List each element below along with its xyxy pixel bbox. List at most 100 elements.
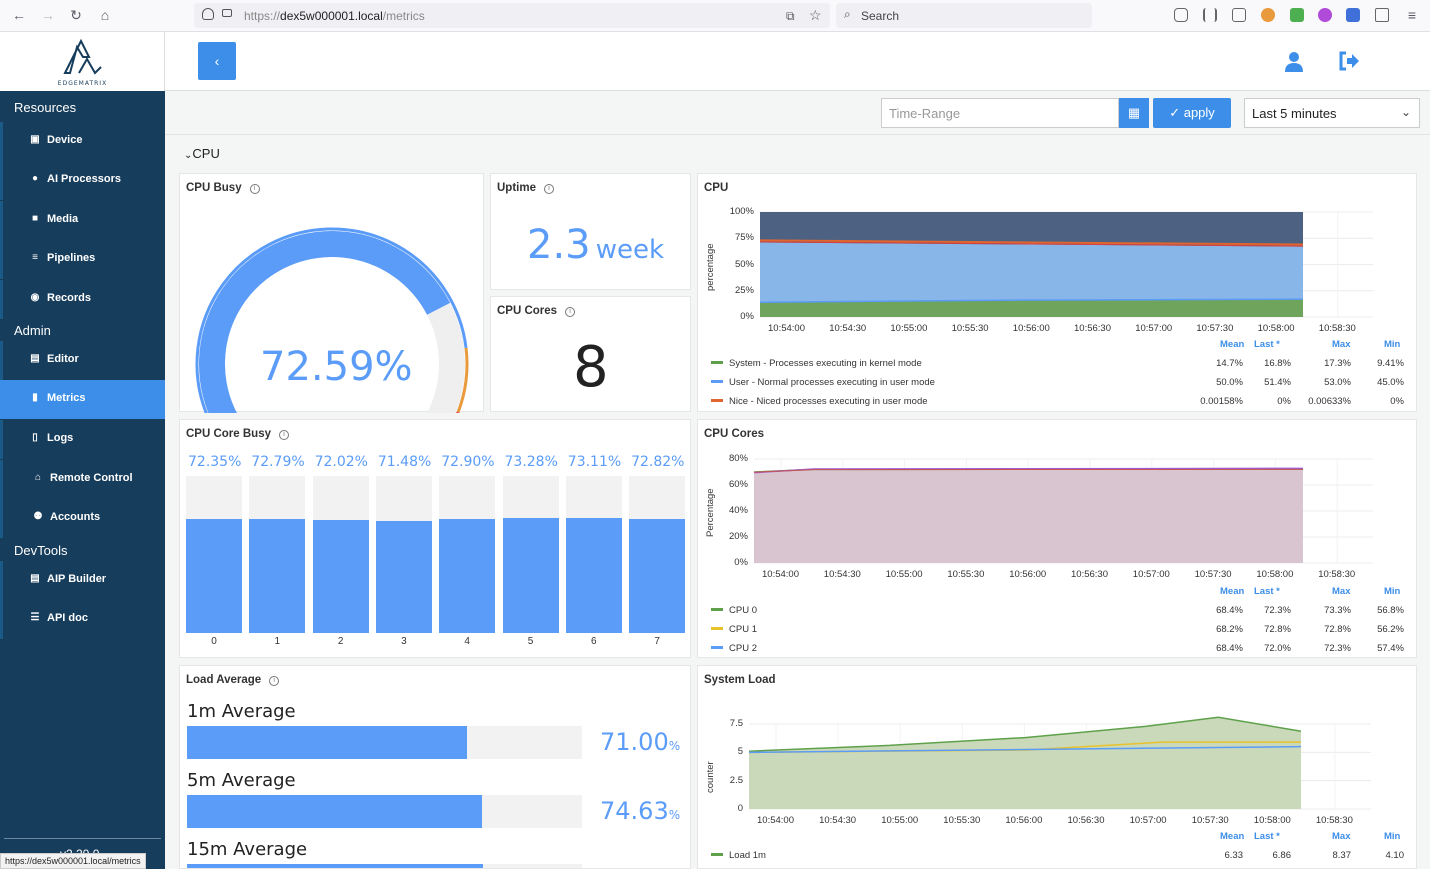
- list-icon: ≡: [32, 252, 38, 263]
- calendar-button[interactable]: ▦: [1119, 98, 1149, 128]
- extension-purple-icon[interactable]: [1318, 8, 1332, 22]
- core-percent-label: 72.79%: [251, 454, 305, 470]
- x-tick-label: 10:54:00: [762, 569, 799, 580]
- time-range-value: Last 5 minutes: [1252, 106, 1337, 121]
- y-axis-label: counter: [705, 760, 716, 793]
- legend-value: 45.0%: [1377, 377, 1404, 388]
- extension-translate-icon[interactable]: [1346, 8, 1360, 22]
- library-icon[interactable]: [1203, 8, 1217, 22]
- series-nice-line: [759, 239, 1304, 246]
- user-icon[interactable]: [1284, 51, 1304, 73]
- legend-name: Nice - Niced processes executing in user…: [729, 396, 928, 407]
- extension-green-icon[interactable]: [1290, 8, 1304, 22]
- legend-value: 72.0%: [1264, 643, 1291, 654]
- load-bar: [187, 726, 468, 759]
- sidebar-item-metrics[interactable]: ▮ Metrics: [0, 380, 165, 419]
- sidebar-toggle-icon[interactable]: [1232, 8, 1246, 22]
- legend-name: CPU 2: [729, 643, 757, 654]
- url-bar[interactable]: https://dex5w000001.local/metrics ⧉ ☆: [194, 3, 830, 28]
- sidebar-item-ai-processors[interactable]: ● AI Processors: [0, 161, 165, 200]
- collapse-sidebar-button[interactable]: ‹: [198, 42, 236, 80]
- info-icon[interactable]: i: [279, 430, 289, 440]
- logout-icon[interactable]: [1338, 51, 1360, 71]
- legend-value: 72.3%: [1324, 643, 1351, 654]
- load-average-label: 5m Average: [187, 770, 296, 791]
- core-percent-label: 71.48%: [377, 454, 432, 470]
- sidebar-item-editor[interactable]: ▤ Editor: [0, 341, 165, 380]
- gauge-threshold-orange: [456, 347, 469, 413]
- info-icon[interactable]: i: [543, 184, 554, 194]
- section-title-devtools: DevTools: [14, 543, 68, 558]
- panel-cpu-cores-chart: CPU Cores 80% 60% 40% 20% 0% 10:54:00 10:54:30…: [697, 419, 1417, 658]
- core-index-label: 1: [274, 636, 281, 647]
- y-tick-label: 20%: [728, 531, 748, 542]
- panel-title: Uptime i: [497, 182, 554, 194]
- series-cores-area: [754, 468, 1303, 563]
- sidebar-item-pipelines[interactable]: ≡ Pipelines: [0, 240, 165, 279]
- time-range-input[interactable]: Time-Range: [881, 98, 1119, 128]
- sidebar-item-api-doc[interactable]: ☰ API doc: [0, 600, 165, 639]
- calendar-icon: ▦: [1127, 105, 1141, 120]
- legend-item: CPU 0: [711, 605, 757, 616]
- panel-cpu-chart: CPU 100% 75% 50% 25% 0% 10:54:00 10:54:30 10:55…: [697, 173, 1417, 412]
- x-tick-label: 10:58:30: [1315, 815, 1353, 826]
- x-tick-label: 10:54:00: [768, 323, 805, 334]
- x-tick-label: 10:57:30: [1196, 323, 1234, 334]
- x-tick-label: 10:57:30: [1191, 815, 1229, 826]
- browser-search-field[interactable]: ⌕ Search: [836, 3, 1092, 28]
- logo[interactable]: EDGEMATRIX: [0, 32, 165, 91]
- x-tick-label: 10:57:00: [1129, 815, 1167, 826]
- sidebar-item-records[interactable]: ◉ Records: [0, 280, 165, 319]
- y-tick-label: 7.5: [729, 718, 743, 729]
- legend-value: 53.0%: [1324, 377, 1351, 388]
- core-percent-label: 73.28%: [504, 454, 558, 470]
- sidebar-item-logs[interactable]: ▯ Logs: [0, 420, 165, 459]
- time-range-select[interactable]: Last 5 minutes ⌄: [1244, 98, 1420, 128]
- x-tick-label: 10:54:30: [819, 815, 857, 826]
- apply-label: apply: [1183, 105, 1215, 120]
- x-tick-label: 10:55:30: [943, 815, 981, 826]
- info-icon[interactable]: i: [565, 307, 576, 317]
- sidebar-item-label: Media: [47, 213, 79, 225]
- sidebar-item-device[interactable]: ▣ Device: [0, 122, 165, 161]
- pocket-icon[interactable]: [1174, 8, 1188, 22]
- translate-icon[interactable]: ⧉: [786, 9, 795, 23]
- forward-arrow-icon[interactable]: →: [41, 7, 55, 23]
- panel-title: CPU Core Busy i: [186, 428, 289, 440]
- sidebar-item-accounts[interactable]: ⚉ Accounts: [0, 499, 165, 538]
- x-tick-label: 10:56:30: [1067, 815, 1105, 826]
- x-tick-label: 10:56:00: [1005, 815, 1043, 826]
- back-arrow-icon[interactable]: ←: [12, 7, 26, 23]
- apply-button[interactable]: ✓ apply: [1153, 98, 1231, 128]
- core-percent-label: 72.02%: [314, 454, 368, 470]
- legend-value: 72.3%: [1264, 605, 1291, 616]
- y-tick-label: 50%: [734, 258, 754, 270]
- legend-value: 57.4%: [1377, 643, 1404, 654]
- bookmark-star-icon[interactable]: ☆: [809, 7, 822, 23]
- info-icon[interactable]: i: [269, 676, 280, 686]
- load-average-value: 74.63%: [600, 797, 681, 825]
- sidebar-item-remote-control[interactable]: ⌂ Remote Control: [0, 460, 165, 499]
- section-header-cpu[interactable]: ⌄CPU: [184, 146, 220, 161]
- x-tick-label: 10:58:30: [1318, 323, 1356, 334]
- x-tick-label: 10:55:00: [885, 569, 923, 580]
- time-range-placeholder: Time-Range: [889, 106, 961, 121]
- x-tick-label: 10:54:00: [757, 815, 794, 826]
- x-tick-label: 10:57:00: [1132, 569, 1170, 580]
- section-title: CPU: [192, 146, 220, 161]
- legend-item: System - Processes executing in kernel m…: [711, 358, 922, 369]
- sidebar-item-aip-builder[interactable]: ▤ AIP Builder: [0, 561, 165, 600]
- extension-orange-icon[interactable]: [1261, 8, 1275, 22]
- legend-header: Mean: [1220, 339, 1245, 350]
- x-tick-label: 10:56:30: [1074, 323, 1111, 334]
- reload-icon[interactable]: ↻: [70, 7, 82, 23]
- sidebar-item-label: Pipelines: [47, 252, 96, 264]
- sidebar-item-media[interactable]: ■ Media: [0, 201, 165, 240]
- info-icon[interactable]: i: [249, 184, 260, 194]
- core-bar: [629, 518, 686, 633]
- extensions-puzzle-icon[interactable]: [1375, 8, 1389, 22]
- home-icon[interactable]: ⌂: [100, 7, 110, 23]
- y-axis-label: percentage: [705, 242, 716, 291]
- core-bar: [565, 518, 622, 633]
- menu-hamburger-icon[interactable]: ≡: [1407, 7, 1417, 23]
